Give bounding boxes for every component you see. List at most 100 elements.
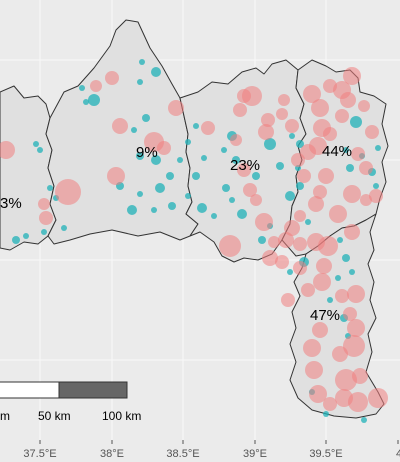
- red-point-marker: [278, 94, 290, 106]
- red-point-marker: [297, 169, 311, 183]
- red-point-marker: [329, 205, 347, 223]
- red-point-marker: [55, 179, 81, 205]
- teal-point-marker: [33, 141, 39, 147]
- red-point-marker: [291, 153, 305, 167]
- red-point-marker: [312, 322, 328, 338]
- red-point-marker: [344, 224, 360, 240]
- red-point-marker: [255, 213, 273, 231]
- x-tick-label: 37.5°E: [23, 448, 56, 460]
- teal-point-marker: [197, 203, 207, 213]
- scale-bar-white-segment: [0, 381, 60, 399]
- zone-label-south-east: 47%: [310, 307, 340, 324]
- teal-point-marker: [296, 182, 304, 190]
- teal-point-marker: [221, 147, 227, 153]
- zone-label-west: 9%: [136, 144, 158, 161]
- red-point-marker: [201, 121, 215, 135]
- teal-point-marker: [252, 172, 260, 180]
- red-point-marker: [335, 369, 357, 391]
- teal-point-marker: [83, 99, 89, 105]
- teal-point-marker: [142, 114, 150, 122]
- red-point-marker: [250, 194, 262, 206]
- red-point-marker: [323, 397, 337, 411]
- red-point-marker: [369, 189, 383, 203]
- red-point-marker: [219, 235, 241, 257]
- red-point-marker: [39, 211, 53, 225]
- teal-point-marker: [349, 269, 355, 275]
- zone-label-far-west: 3%: [0, 195, 22, 212]
- red-point-marker: [243, 183, 257, 197]
- red-point-marker: [343, 185, 361, 203]
- red-point-marker: [347, 285, 365, 303]
- teal-point-marker: [136, 152, 144, 160]
- teal-point-marker: [237, 209, 247, 219]
- red-point-marker: [343, 307, 357, 321]
- teal-point-marker: [201, 155, 207, 161]
- red-point-marker: [107, 167, 125, 185]
- red-point-marker: [313, 273, 331, 291]
- red-point-marker: [340, 92, 356, 108]
- red-point-marker: [352, 368, 368, 384]
- zone-label-east: 44%: [322, 143, 352, 160]
- teal-point-marker: [229, 197, 235, 203]
- teal-point-marker: [61, 225, 67, 231]
- teal-point-marker: [350, 116, 362, 128]
- x-tick-label: 38°E: [100, 448, 124, 460]
- red-point-marker: [318, 236, 338, 256]
- red-point-marker: [293, 261, 307, 275]
- teal-point-marker: [276, 162, 284, 170]
- red-point-marker: [347, 319, 365, 337]
- red-point-marker: [285, 119, 299, 133]
- red-point-marker: [348, 392, 368, 412]
- red-point-marker: [303, 339, 321, 357]
- red-point-marker: [316, 258, 332, 274]
- x-tick-label: 39°E: [243, 448, 267, 460]
- teal-point-marker: [41, 229, 47, 235]
- teal-point-marker: [12, 236, 20, 244]
- teal-point-marker: [287, 269, 293, 275]
- teal-point-marker: [285, 191, 295, 201]
- red-point-marker: [308, 196, 324, 212]
- red-point-marker: [343, 67, 361, 85]
- teal-point-marker: [168, 202, 176, 210]
- scale-bar-label-0: m: [0, 409, 10, 423]
- x-axis: [39, 440, 399, 444]
- teal-point-marker: [37, 147, 43, 153]
- red-point-marker: [38, 198, 50, 210]
- teal-point-marker: [222, 184, 230, 192]
- red-point-marker: [318, 168, 334, 184]
- teal-point-marker: [23, 233, 29, 239]
- red-point-marker: [233, 103, 247, 117]
- teal-point-marker: [258, 236, 266, 244]
- zone-label-central: 23%: [230, 157, 260, 174]
- red-point-marker: [303, 85, 321, 103]
- red-point-marker: [230, 134, 242, 146]
- teal-point-marker: [264, 138, 276, 150]
- red-point-marker: [168, 100, 184, 116]
- red-point-marker: [0, 141, 15, 159]
- red-point-marker: [268, 236, 280, 248]
- scale-bar: m 50 km 100 km: [0, 381, 141, 423]
- red-point-marker: [358, 100, 370, 112]
- red-point-marker: [335, 109, 349, 123]
- red-point-marker: [360, 194, 372, 206]
- teal-point-marker: [361, 417, 367, 423]
- red-point-marker: [237, 163, 251, 177]
- red-point-marker: [365, 125, 379, 139]
- teal-point-marker: [337, 237, 343, 243]
- teal-point-marker: [185, 139, 191, 145]
- teal-point-marker: [342, 254, 350, 262]
- red-point-marker: [323, 127, 337, 141]
- teal-point-marker: [139, 59, 145, 65]
- red-point-layer: [0, 67, 388, 412]
- red-point-marker: [261, 113, 275, 127]
- teal-point-marker: [192, 172, 200, 180]
- teal-point-marker: [127, 205, 137, 215]
- teal-point-marker: [323, 411, 329, 417]
- red-point-marker: [262, 250, 278, 266]
- x-tick-label: 4: [396, 448, 400, 460]
- red-point-marker: [281, 293, 295, 307]
- teal-point-marker: [289, 133, 295, 139]
- red-point-marker: [359, 161, 373, 175]
- red-point-marker: [300, 144, 316, 160]
